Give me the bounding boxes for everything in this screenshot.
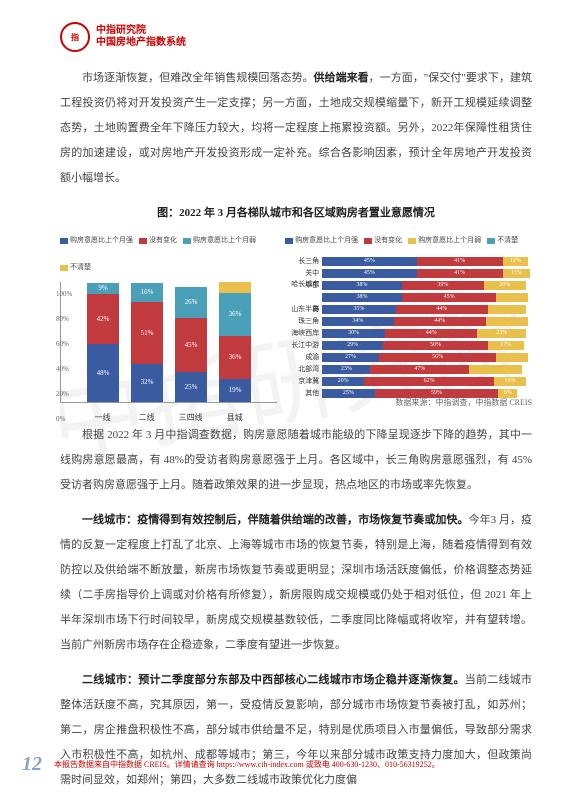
hbar-row: 其他25%59%9% (285, 388, 532, 399)
chart-title: 图：2022 年 3 月各梯队城市和各区域购房者置业意愿情况 (60, 201, 532, 226)
hbar-row: 成渝27%56% (285, 352, 532, 363)
bar-col: 19%36%36% (219, 282, 251, 402)
chart-right: 购房意愿比上个月强没有变化购房意愿比上个月弱不清楚 长三角45%41%12%关中… (285, 228, 532, 388)
charts-wrap: 购房意愿比上个月强没有变化购房意愿比上个月弱不清楚 100%80%60%40%2… (60, 228, 532, 388)
page-number: 12 (22, 753, 42, 776)
hbar-row: 长三角45%41%12% (285, 256, 532, 267)
footer: 12 本报告数据来自中指数据 CREIS。详情请查询 https://www.c… (0, 753, 580, 776)
xaxis-labels: 一线二线三四线县城 (60, 405, 277, 430)
logo-icon: 指 (60, 22, 90, 52)
hbar-row: 中部38%39%20% (285, 280, 532, 291)
hbar-row: 珠三角34%44% (285, 316, 532, 327)
para-3: 一线城市：疫情得到有效控制后，伴随着供给端的改善，市场恢复节奏或加快。今年3 月… (60, 508, 532, 658)
hbar-row: 北部湾23%47% (285, 364, 532, 375)
hbar-row: 海峡西岸30%44%23% (285, 328, 532, 339)
para-1: 市场逐渐恢复，但难改全年销售规模回落态势。供给端来看，一方面，"保交付"要求下，… (60, 66, 532, 191)
hbar-row: 长江中游29%50%17% (285, 340, 532, 351)
bar-col: 32%51%16% (131, 283, 163, 402)
hbar-row: 山东半岛35%44% (285, 304, 532, 315)
chart-left: 购房意愿比上个月强没有变化购房意愿比上个月弱不清楚 100%80%60%40%2… (60, 228, 277, 388)
bar-col: 48%42%9% (87, 283, 119, 402)
stacked-bars: 48%42%9% 32%51%16% 25%45%26% 19%36%36% (60, 282, 277, 403)
brand-l1: 中指研究院 (96, 25, 186, 37)
hbars: 长三角45%41%12%关中45%41%13%中部38%39%20%哈长城市群3… (285, 255, 532, 400)
legend-right: 购房意愿比上个月强没有变化购房意愿比上个月弱不清楚 (285, 228, 532, 253)
para-2: 根据 2022 年 3 月中指调查数据，购房意愿随着城市能级的下降呈现逐步下降的… (60, 423, 532, 498)
brand-l2: 中国房地产指数系统 (96, 37, 186, 49)
bar-col: 25%45%26% (175, 287, 207, 402)
para-3-body: 今年3 月，疫情的反复一定程度上打乱了北京、上海等城市市场的恢复节奏，特别是上海… (60, 514, 532, 651)
hbar-row: 关中45%41%13% (285, 268, 532, 279)
footer-text: 本报告数据来自中指数据 CREIS。详情请查询 https://www.cih-… (54, 759, 440, 770)
hbar-row: 京津冀20%62%15% (285, 376, 532, 387)
para-4-head: 二线城市：预计二季度部分东部及中西部核心二线城市市场企稳并逐渐恢复。 (82, 674, 465, 686)
header: 指 中指研究院 中国房地产指数系统 (60, 22, 532, 52)
hbar-row: 哈长城市群38%45% (285, 292, 532, 303)
legend-left: 购房意愿比上个月强没有变化购房意愿比上个月弱不清楚 (60, 228, 277, 280)
yaxis-left: 100%80%60%40%20%0% (56, 282, 72, 402)
brand-text: 中指研究院 中国房地产指数系统 (96, 25, 186, 49)
para-3-head: 一线城市：疫情得到有效控制后，伴随着供给端的改善，市场恢复节奏或加快。 (82, 514, 469, 526)
